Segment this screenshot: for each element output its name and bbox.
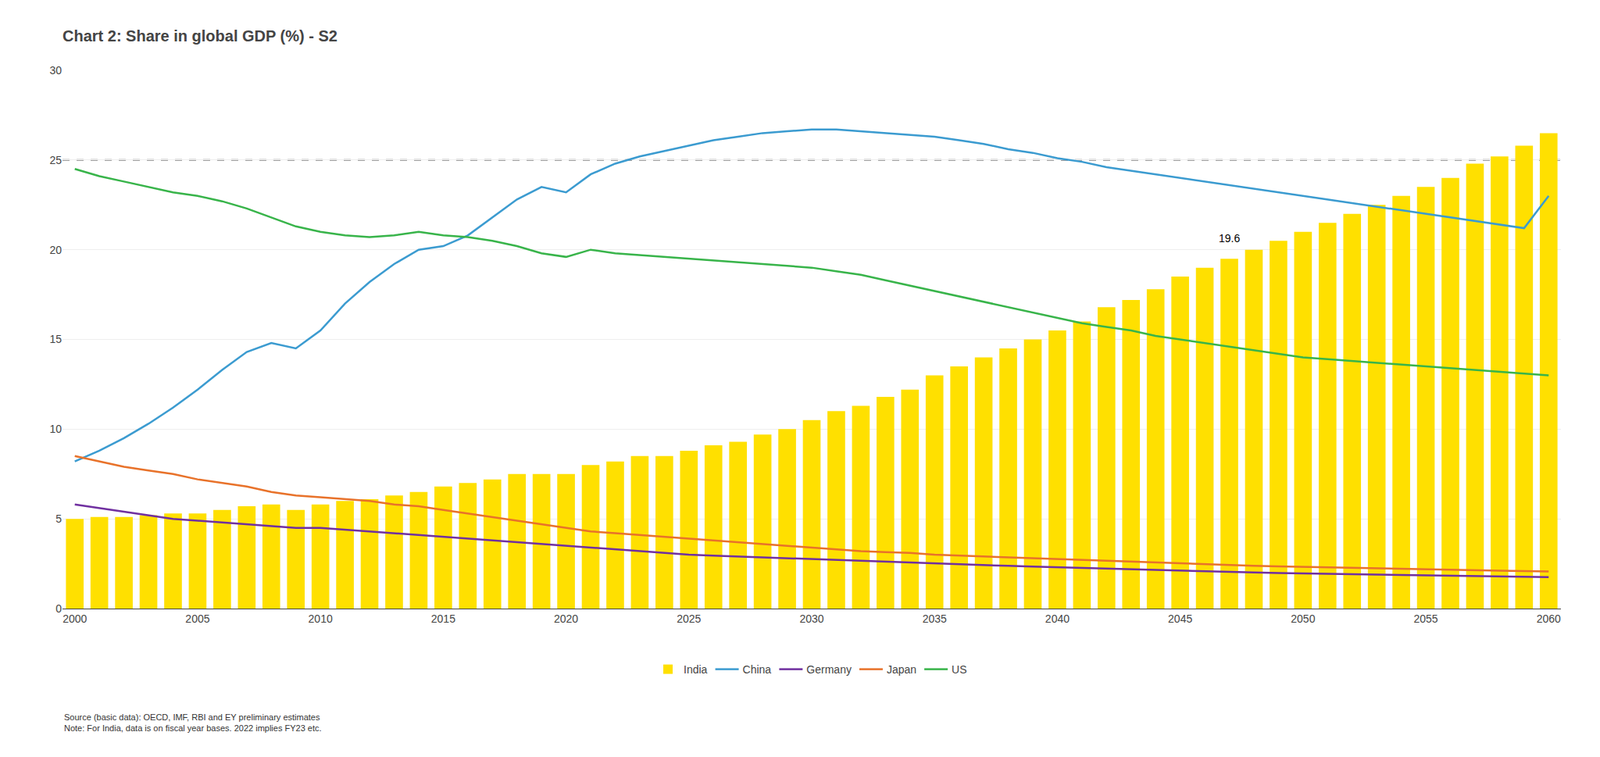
svg-text:19.6: 19.6 [1218, 232, 1240, 245]
svg-text:2010: 2010 [308, 612, 333, 625]
svg-text:2000: 2000 [62, 612, 87, 625]
svg-text:Japan: Japan [886, 663, 917, 676]
svg-text:China: China [742, 663, 772, 676]
svg-text:0: 0 [55, 602, 62, 615]
svg-text:20: 20 [49, 243, 62, 257]
svg-text:2045: 2045 [1167, 612, 1193, 625]
svg-text:2005: 2005 [185, 612, 210, 625]
svg-text:Chart 2: Share in global GDP (: Chart 2: Share in global GDP (%) - S2 [62, 27, 338, 45]
svg-text:2035: 2035 [922, 612, 947, 625]
svg-text:2030: 2030 [799, 612, 824, 625]
svg-text:25: 25 [49, 153, 62, 167]
svg-text:2055: 2055 [1413, 612, 1438, 625]
svg-text:US: US [951, 663, 967, 676]
svg-text:2040: 2040 [1045, 612, 1070, 625]
svg-text:2050: 2050 [1290, 612, 1315, 625]
svg-text:2025: 2025 [676, 612, 701, 625]
svg-text:2015: 2015 [431, 612, 456, 625]
svg-text:2060: 2060 [1536, 612, 1561, 625]
svg-text:15: 15 [49, 332, 62, 346]
svg-text:Germany: Germany [806, 663, 852, 676]
svg-text:30: 30 [49, 64, 62, 77]
svg-text:5: 5 [55, 512, 62, 525]
svg-text:Source (basic data): OECD, IMF: Source (basic data): OECD, IMF, RBI and … [64, 712, 322, 733]
svg-text:2020: 2020 [553, 612, 579, 625]
svg-text:10: 10 [49, 422, 62, 436]
svg-text:India: India [683, 663, 708, 676]
